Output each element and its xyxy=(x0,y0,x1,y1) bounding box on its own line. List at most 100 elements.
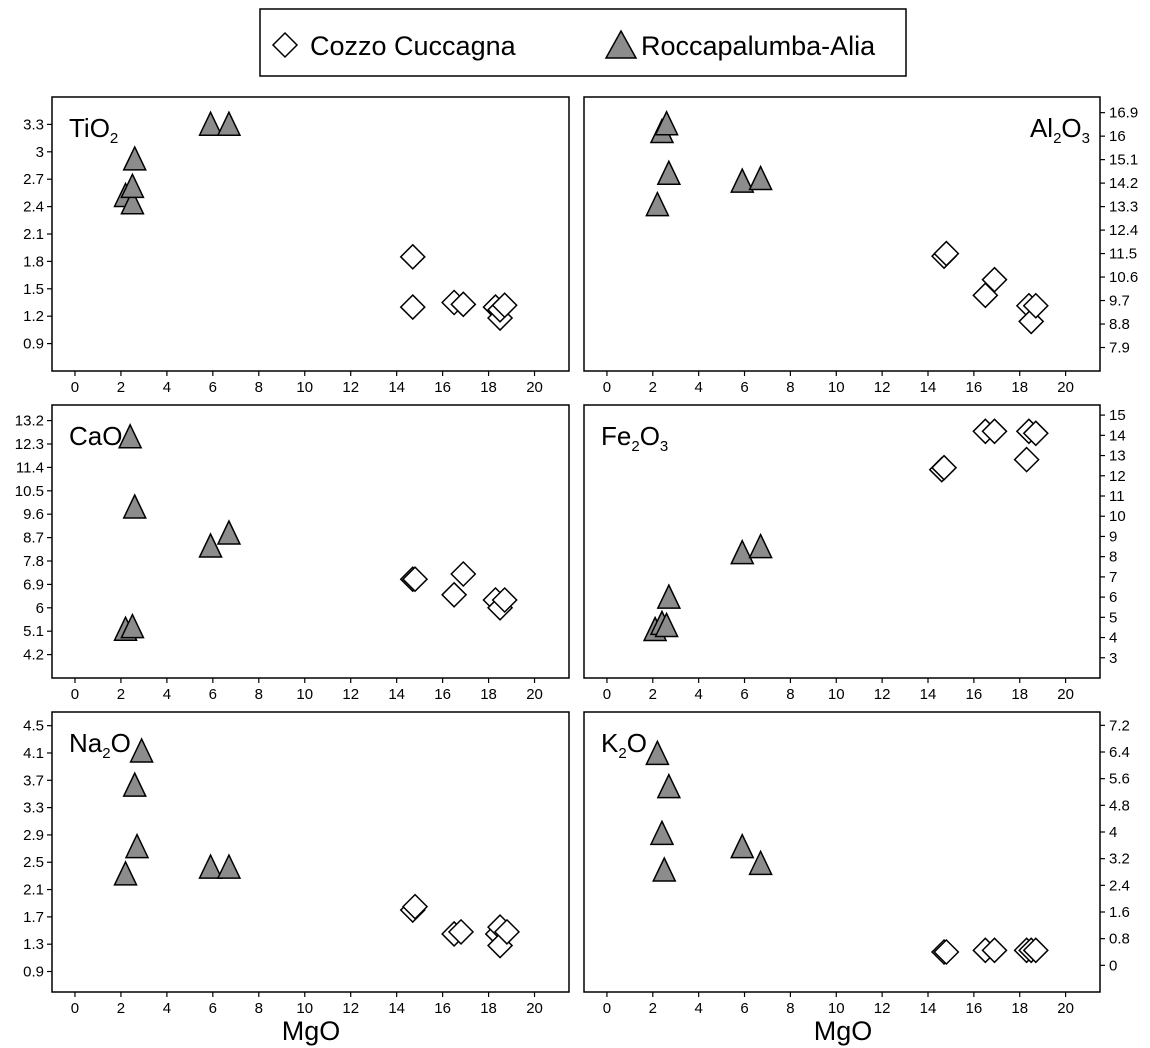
x-tick-label: 2 xyxy=(649,379,657,396)
x-tick-label: 14 xyxy=(920,379,937,396)
x-tick-label: 10 xyxy=(828,379,845,396)
y-tick-label: 5.6 xyxy=(1109,771,1130,788)
y-tick-label: 0.8 xyxy=(1109,931,1130,948)
data-point-roccapalumba-alia xyxy=(649,819,675,846)
y-tick-label: 2.7 xyxy=(23,171,44,188)
x-tick-label: 6 xyxy=(740,686,748,703)
panel-title-subscript: 2 xyxy=(631,438,639,455)
x-tick-label: 2 xyxy=(649,1000,657,1017)
y-tick-label: 9 xyxy=(1109,528,1117,545)
x-tick-label: 6 xyxy=(209,379,217,396)
panel-title-tail-subscript: 3 xyxy=(1082,130,1090,147)
x-tick-label: 14 xyxy=(920,1000,937,1017)
y-tick-label: 2.1 xyxy=(23,882,44,899)
data-point-roccapalumba-alia xyxy=(120,189,145,215)
panel-title-main: Al xyxy=(1030,113,1053,143)
panel-title-main: CaO xyxy=(69,421,122,451)
panel-title: Fe2O3 xyxy=(601,421,668,455)
data-point-cozzo-cuccagna xyxy=(981,266,1008,293)
y-tick-label: 5.1 xyxy=(23,623,44,640)
x-tick-label: 8 xyxy=(255,686,263,703)
x-tick-label: 10 xyxy=(828,1000,845,1017)
data-point-cozzo-cuccagna xyxy=(450,291,477,318)
y-tick-label: 3 xyxy=(1109,650,1117,667)
y-tick-label: 11.5 xyxy=(1109,246,1137,263)
legend-label-roccapalumba-alia: Roccapalumba-Alia xyxy=(641,31,876,61)
data-point-roccapalumba-alia xyxy=(748,532,773,559)
y-tick-label: 1.6 xyxy=(1109,904,1130,921)
y-tick-label: 14 xyxy=(1109,427,1126,444)
x-tick-label: 14 xyxy=(388,379,405,396)
y-tick-label: 6 xyxy=(1109,589,1117,606)
data-point-cozzo-cuccagna xyxy=(930,454,958,481)
y-tick-label: 4.5 xyxy=(23,718,44,735)
x-tick-label: 20 xyxy=(1057,686,1074,703)
x-tick-label: 18 xyxy=(1011,686,1028,703)
y-tick-label: 16.9 xyxy=(1109,105,1138,122)
data-point-roccapalumba-alia xyxy=(652,856,677,882)
x-tick-label: 8 xyxy=(786,379,794,396)
y-tick-label: 2.4 xyxy=(1109,877,1130,894)
data-point-roccapalumba-alia xyxy=(122,145,147,171)
x-tick-label: 4 xyxy=(694,1000,702,1017)
data-point-cozzo-cuccagna xyxy=(399,294,426,321)
y-tick-label: 11.4 xyxy=(16,459,44,476)
data-point-roccapalumba-alia xyxy=(656,772,682,799)
data-point-roccapalumba-alia xyxy=(120,172,145,199)
data-point-roccapalumba-alia xyxy=(124,832,150,859)
data-point-roccapalumba-alia xyxy=(216,110,242,136)
x-tick-label: 20 xyxy=(1057,379,1074,396)
y-tick-label: 0.9 xyxy=(23,336,44,353)
x-axis-title-left: MgO xyxy=(282,1016,341,1046)
data-point-roccapalumba-alia xyxy=(198,110,223,136)
legend: Cozzo Cuccagna Roccapalumba-Alia xyxy=(259,8,907,77)
x-tick-label: 20 xyxy=(526,686,543,703)
y-tick-label: 13.3 xyxy=(1109,199,1138,216)
y-tick-label: 5 xyxy=(1109,609,1117,626)
panel-title-subscript: 2 xyxy=(1053,130,1061,147)
data-point-cozzo-cuccagna xyxy=(491,292,518,319)
y-tick-label: 12 xyxy=(1109,468,1126,485)
x-tick-label: 16 xyxy=(434,379,451,396)
y-tick-label: 4.8 xyxy=(1109,797,1130,814)
panel-title: TiO2 xyxy=(69,113,118,147)
plot-frame xyxy=(583,711,1101,993)
y-tick-label: 10.5 xyxy=(15,483,44,500)
x-tick-label: 8 xyxy=(786,1000,794,1017)
y-tick-label: 14.2 xyxy=(1109,175,1138,192)
x-tick-label: 2 xyxy=(649,686,657,703)
data-point-roccapalumba-alia xyxy=(748,849,773,876)
panel-title-tail: O xyxy=(1061,113,1081,143)
x-tick-label: 8 xyxy=(786,686,794,703)
data-point-cozzo-cuccagna xyxy=(933,938,960,966)
x-tick-label: 20 xyxy=(526,379,543,396)
y-tick-label: 7.2 xyxy=(1109,717,1130,734)
x-tick-label: 10 xyxy=(296,379,313,396)
panel-cao: 0 2 4 6 8 10 12 14 16 18 20 4.2 5.1 6 6.9 7.8 8.7 9.6 10.5… xyxy=(15,404,570,703)
x-tick-label: 18 xyxy=(1011,1000,1028,1017)
data-point-cozzo-cuccagna xyxy=(491,586,518,614)
data-point-cozzo-cuccagna xyxy=(399,243,426,270)
data-point-roccapalumba-alia xyxy=(117,423,143,449)
data-point-roccapalumba-alia xyxy=(730,167,755,193)
diamond-open-icon xyxy=(271,31,299,59)
y-tick-label: 1.8 xyxy=(23,253,44,270)
data-point-roccapalumba-alia xyxy=(216,519,242,545)
y-tick-label: 3 xyxy=(36,144,44,161)
x-tick-label: 8 xyxy=(255,379,263,396)
panel-title-main: Fe xyxy=(601,421,631,451)
y-tick-label: 7 xyxy=(1109,569,1117,586)
x-tick-label: 14 xyxy=(388,686,405,703)
data-point-cozzo-cuccagna xyxy=(493,918,521,945)
x-tick-label: 12 xyxy=(874,1000,891,1017)
data-point-cozzo-cuccagna xyxy=(441,581,468,608)
panel-title-subscript: 2 xyxy=(102,745,110,762)
panel-title-tail-subscript: 3 xyxy=(660,438,668,455)
data-point-roccapalumba-alia xyxy=(122,771,147,797)
data-point-roccapalumba-alia xyxy=(198,853,223,879)
panel-fe2o3: 0 2 4 6 8 10 12 14 16 18 203456789101112131415Fe2O… xyxy=(583,404,1126,703)
data-point-roccapalumba-alia xyxy=(645,739,670,766)
y-tick-label: 1.7 xyxy=(23,909,44,926)
y-tick-label: 8.7 xyxy=(23,530,44,547)
